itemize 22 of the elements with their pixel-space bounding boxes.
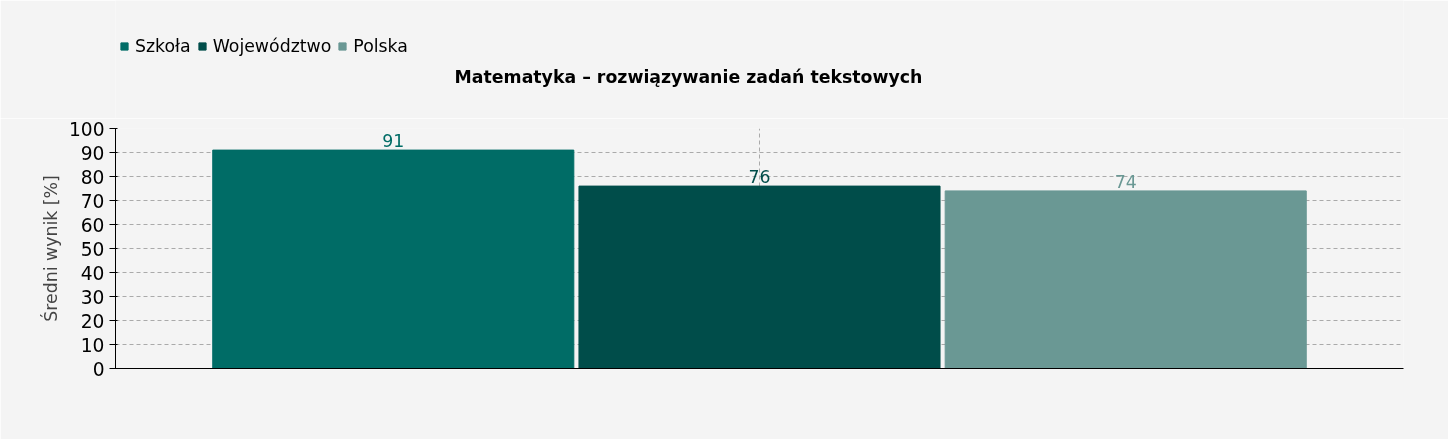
legend-label: Szkoła	[135, 36, 191, 56]
y-tick-label: 100	[68, 118, 105, 140]
y-tick-label: 10	[80, 334, 105, 356]
y-tick-label: 80	[80, 166, 105, 188]
bar	[944, 190, 1307, 369]
chart-title: Matematyka – rozwiązywanie zadań tekstowych	[454, 66, 923, 87]
y-tick-label: 60	[80, 214, 105, 236]
y-tick-label: 40	[80, 262, 105, 284]
data-label: 74	[1114, 171, 1137, 192]
legend-label: Województwo	[212, 36, 332, 56]
y-tick-label: 70	[80, 190, 105, 212]
y-tick-label: 20	[80, 310, 105, 332]
y-tick-label: 50	[80, 238, 105, 260]
bar	[578, 185, 941, 369]
y-tick-label: 90	[80, 142, 105, 164]
data-label: 76	[748, 167, 771, 188]
legend-label: Polska	[353, 36, 408, 56]
y-tick-label: 0	[92, 358, 105, 380]
y-axis-title: Średni wynik [%]	[39, 175, 61, 322]
data-label: 91	[382, 131, 405, 152]
y-tick-label: 30	[80, 286, 105, 308]
bar	[212, 149, 575, 369]
